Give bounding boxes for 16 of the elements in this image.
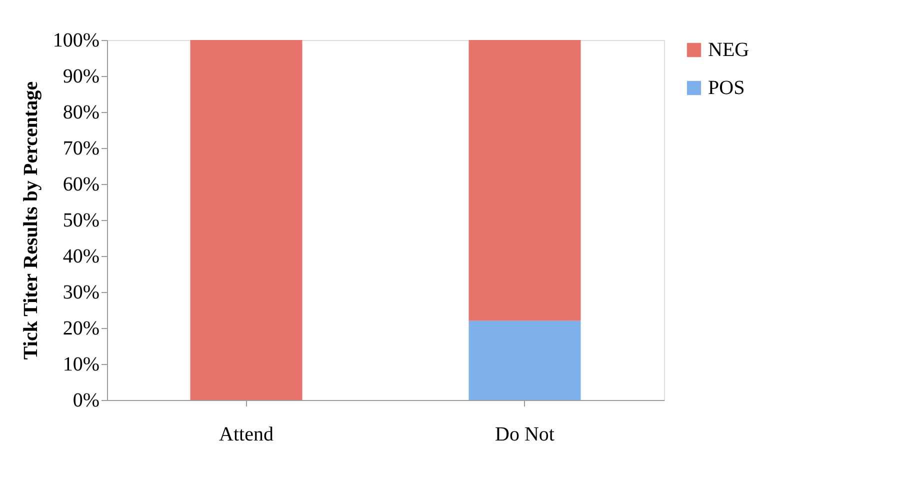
- y-tick-label: 20%: [62, 318, 100, 340]
- y-tick-label: 80%: [62, 102, 100, 124]
- y-tick-label: 60%: [62, 174, 100, 196]
- y-tick-label: 10%: [62, 354, 100, 376]
- y-tick-label: 70%: [62, 138, 100, 160]
- y-tick-label: 100%: [52, 30, 100, 52]
- y-tick-label: 40%: [62, 246, 100, 268]
- y-tick-label: 30%: [62, 282, 100, 304]
- y-tick-label: 0%: [72, 390, 100, 412]
- x-tick-label: Attend: [219, 424, 274, 446]
- legend-label: POS: [708, 77, 745, 99]
- x-tick-label: Do Not: [495, 424, 555, 446]
- y-axis-title: Tick Titer Results by Percentage: [20, 81, 42, 360]
- legend-label: NEG: [708, 39, 750, 61]
- y-tick-label: 90%: [62, 66, 100, 88]
- y-tick-label: 50%: [62, 210, 100, 232]
